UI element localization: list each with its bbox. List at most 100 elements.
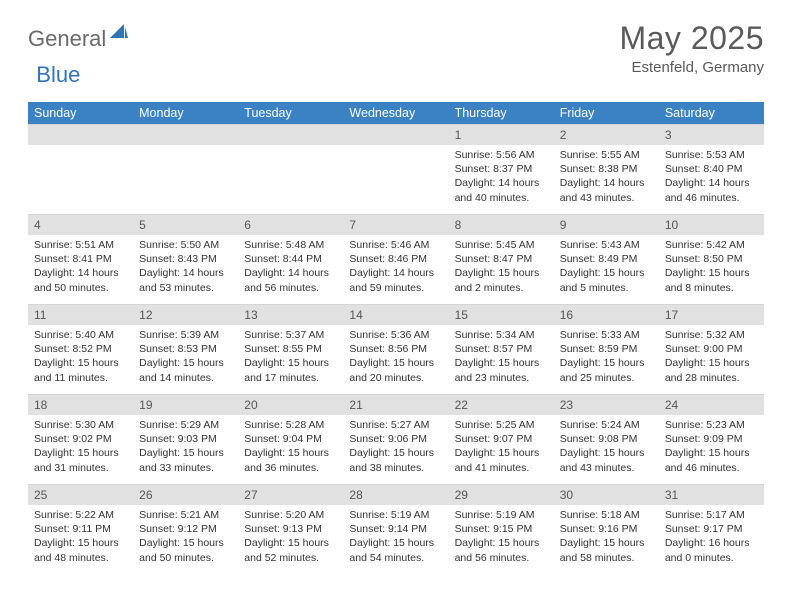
day-details: Sunrise: 5:27 AMSunset: 9:06 PMDaylight:… xyxy=(343,415,448,479)
day-details: Sunrise: 5:19 AMSunset: 9:15 PMDaylight:… xyxy=(449,505,554,569)
day-details: Sunrise: 5:48 AMSunset: 8:44 PMDaylight:… xyxy=(238,235,343,299)
day-details: Sunrise: 5:37 AMSunset: 8:55 PMDaylight:… xyxy=(238,325,343,389)
calendar-cell: 26Sunrise: 5:21 AMSunset: 9:12 PMDayligh… xyxy=(133,484,238,574)
day-number-bar: 14 xyxy=(343,304,448,325)
calendar-header-row: SundayMondayTuesdayWednesdayThursdayFrid… xyxy=(28,102,764,124)
calendar-table: SundayMondayTuesdayWednesdayThursdayFrid… xyxy=(28,102,764,574)
day-header: Friday xyxy=(554,102,659,124)
day-number-bar: 30 xyxy=(554,484,659,505)
day-details: Sunrise: 5:51 AMSunset: 8:41 PMDaylight:… xyxy=(28,235,133,299)
day-header: Monday xyxy=(133,102,238,124)
calendar-cell: 8Sunrise: 5:45 AMSunset: 8:47 PMDaylight… xyxy=(449,214,554,304)
day-details: Sunrise: 5:21 AMSunset: 9:12 PMDaylight:… xyxy=(133,505,238,569)
day-number-bar: 2 xyxy=(554,124,659,145)
calendar-cell: 27Sunrise: 5:20 AMSunset: 9:13 PMDayligh… xyxy=(238,484,343,574)
calendar-cell: 22Sunrise: 5:25 AMSunset: 9:07 PMDayligh… xyxy=(449,394,554,484)
day-header: Tuesday xyxy=(238,102,343,124)
calendar-cell: 5Sunrise: 5:50 AMSunset: 8:43 PMDaylight… xyxy=(133,214,238,304)
day-details: Sunrise: 5:25 AMSunset: 9:07 PMDaylight:… xyxy=(449,415,554,479)
day-details: Sunrise: 5:39 AMSunset: 8:53 PMDaylight:… xyxy=(133,325,238,389)
day-details: Sunrise: 5:33 AMSunset: 8:59 PMDaylight:… xyxy=(554,325,659,389)
day-details: Sunrise: 5:28 AMSunset: 9:04 PMDaylight:… xyxy=(238,415,343,479)
day-number-bar: 4 xyxy=(28,214,133,235)
day-details: Sunrise: 5:20 AMSunset: 9:13 PMDaylight:… xyxy=(238,505,343,569)
calendar-cell: 19Sunrise: 5:29 AMSunset: 9:03 PMDayligh… xyxy=(133,394,238,484)
day-number-bar: 20 xyxy=(238,394,343,415)
day-number-bar: 21 xyxy=(343,394,448,415)
day-details: Sunrise: 5:34 AMSunset: 8:57 PMDaylight:… xyxy=(449,325,554,389)
calendar-cell: 12Sunrise: 5:39 AMSunset: 8:53 PMDayligh… xyxy=(133,304,238,394)
title-block: May 2025 Estenfeld, Germany xyxy=(619,20,764,76)
day-number-bar xyxy=(343,124,448,145)
day-number-bar: 1 xyxy=(449,124,554,145)
calendar-week-row: 25Sunrise: 5:22 AMSunset: 9:11 PMDayligh… xyxy=(28,484,764,574)
day-number-bar: 16 xyxy=(554,304,659,325)
day-details: Sunrise: 5:22 AMSunset: 9:11 PMDaylight:… xyxy=(28,505,133,569)
day-details: Sunrise: 5:32 AMSunset: 9:00 PMDaylight:… xyxy=(659,325,764,389)
day-number-bar: 10 xyxy=(659,214,764,235)
day-header: Saturday xyxy=(659,102,764,124)
brand-part1: General xyxy=(28,26,106,52)
calendar-cell: 14Sunrise: 5:36 AMSunset: 8:56 PMDayligh… xyxy=(343,304,448,394)
day-details: Sunrise: 5:24 AMSunset: 9:08 PMDaylight:… xyxy=(554,415,659,479)
day-header: Sunday xyxy=(28,102,133,124)
day-number-bar: 31 xyxy=(659,484,764,505)
day-number-bar: 25 xyxy=(28,484,133,505)
day-number-bar: 15 xyxy=(449,304,554,325)
calendar-cell: 23Sunrise: 5:24 AMSunset: 9:08 PMDayligh… xyxy=(554,394,659,484)
calendar-cell: 30Sunrise: 5:18 AMSunset: 9:16 PMDayligh… xyxy=(554,484,659,574)
day-details: Sunrise: 5:42 AMSunset: 8:50 PMDaylight:… xyxy=(659,235,764,299)
day-number-bar: 3 xyxy=(659,124,764,145)
calendar-cell: 4Sunrise: 5:51 AMSunset: 8:41 PMDaylight… xyxy=(28,214,133,304)
day-number-bar: 29 xyxy=(449,484,554,505)
day-number-bar: 19 xyxy=(133,394,238,415)
calendar-body: 1Sunrise: 5:56 AMSunset: 8:37 PMDaylight… xyxy=(28,124,764,574)
calendar-week-row: 11Sunrise: 5:40 AMSunset: 8:52 PMDayligh… xyxy=(28,304,764,394)
calendar-week-row: 18Sunrise: 5:30 AMSunset: 9:02 PMDayligh… xyxy=(28,394,764,484)
day-number-bar: 27 xyxy=(238,484,343,505)
calendar-cell: 6Sunrise: 5:48 AMSunset: 8:44 PMDaylight… xyxy=(238,214,343,304)
calendar-cell: 17Sunrise: 5:32 AMSunset: 9:00 PMDayligh… xyxy=(659,304,764,394)
calendar-cell xyxy=(28,124,133,214)
day-number-bar: 28 xyxy=(343,484,448,505)
calendar-cell: 13Sunrise: 5:37 AMSunset: 8:55 PMDayligh… xyxy=(238,304,343,394)
day-details: Sunrise: 5:53 AMSunset: 8:40 PMDaylight:… xyxy=(659,145,764,209)
calendar-cell xyxy=(238,124,343,214)
calendar-week-row: 1Sunrise: 5:56 AMSunset: 8:37 PMDaylight… xyxy=(28,124,764,214)
calendar-cell: 18Sunrise: 5:30 AMSunset: 9:02 PMDayligh… xyxy=(28,394,133,484)
day-details: Sunrise: 5:23 AMSunset: 9:09 PMDaylight:… xyxy=(659,415,764,479)
day-details: Sunrise: 5:30 AMSunset: 9:02 PMDaylight:… xyxy=(28,415,133,479)
calendar-cell: 16Sunrise: 5:33 AMSunset: 8:59 PMDayligh… xyxy=(554,304,659,394)
day-details: Sunrise: 5:29 AMSunset: 9:03 PMDaylight:… xyxy=(133,415,238,479)
calendar-cell: 25Sunrise: 5:22 AMSunset: 9:11 PMDayligh… xyxy=(28,484,133,574)
location-label: Estenfeld, Germany xyxy=(619,59,764,76)
day-details: Sunrise: 5:50 AMSunset: 8:43 PMDaylight:… xyxy=(133,235,238,299)
day-number-bar: 9 xyxy=(554,214,659,235)
calendar-page: General May 2025 Estenfeld, Germany Gene… xyxy=(0,0,792,574)
calendar-cell: 20Sunrise: 5:28 AMSunset: 9:04 PMDayligh… xyxy=(238,394,343,484)
calendar-cell: 31Sunrise: 5:17 AMSunset: 9:17 PMDayligh… xyxy=(659,484,764,574)
brand-part2: Blue xyxy=(36,62,80,88)
day-number-bar: 6 xyxy=(238,214,343,235)
brand-sail-icon xyxy=(110,24,128,38)
calendar-cell xyxy=(343,124,448,214)
day-number-bar: 22 xyxy=(449,394,554,415)
page-title: May 2025 xyxy=(619,20,764,57)
day-details: Sunrise: 5:19 AMSunset: 9:14 PMDaylight:… xyxy=(343,505,448,569)
calendar-cell: 15Sunrise: 5:34 AMSunset: 8:57 PMDayligh… xyxy=(449,304,554,394)
day-details: Sunrise: 5:36 AMSunset: 8:56 PMDaylight:… xyxy=(343,325,448,389)
calendar-cell: 9Sunrise: 5:43 AMSunset: 8:49 PMDaylight… xyxy=(554,214,659,304)
day-details: Sunrise: 5:55 AMSunset: 8:38 PMDaylight:… xyxy=(554,145,659,209)
day-number-bar: 7 xyxy=(343,214,448,235)
brand-logo: General xyxy=(28,20,130,52)
day-details: Sunrise: 5:17 AMSunset: 9:17 PMDaylight:… xyxy=(659,505,764,569)
calendar-cell: 24Sunrise: 5:23 AMSunset: 9:09 PMDayligh… xyxy=(659,394,764,484)
day-details: Sunrise: 5:40 AMSunset: 8:52 PMDaylight:… xyxy=(28,325,133,389)
calendar-cell: 7Sunrise: 5:46 AMSunset: 8:46 PMDaylight… xyxy=(343,214,448,304)
day-details: Sunrise: 5:46 AMSunset: 8:46 PMDaylight:… xyxy=(343,235,448,299)
calendar-cell: 21Sunrise: 5:27 AMSunset: 9:06 PMDayligh… xyxy=(343,394,448,484)
day-number-bar: 11 xyxy=(28,304,133,325)
day-details: Sunrise: 5:45 AMSunset: 8:47 PMDaylight:… xyxy=(449,235,554,299)
day-number-bar: 17 xyxy=(659,304,764,325)
day-details: Sunrise: 5:56 AMSunset: 8:37 PMDaylight:… xyxy=(449,145,554,209)
